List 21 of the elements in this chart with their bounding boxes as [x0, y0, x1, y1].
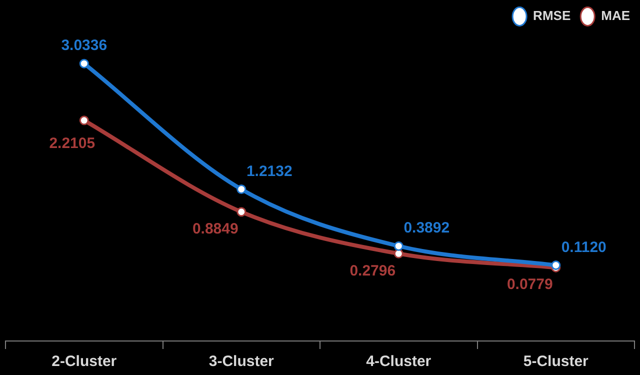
data-label: 0.3892: [404, 220, 450, 237]
data-label: 1.2132: [246, 162, 292, 180]
point: [394, 241, 404, 251]
point: [551, 260, 561, 270]
data-label: 0.2796: [350, 262, 396, 280]
x-tick-label: 5-Cluster: [523, 353, 589, 370]
point: [236, 207, 246, 217]
point: [79, 116, 89, 126]
x-tick-label: 4-Cluster: [366, 353, 432, 370]
point: [394, 248, 404, 258]
legend-label: RMSE: [533, 8, 571, 24]
point: [79, 58, 89, 68]
legend-label: MAE: [601, 8, 630, 24]
data-label: 3.0336: [61, 37, 108, 54]
data-label: 0.8849: [192, 220, 238, 238]
data-label: 0.0779: [506, 276, 553, 294]
data-label: 2.2105: [49, 135, 96, 152]
x-tick-label: 2-Cluster: [52, 353, 117, 370]
data-label: 0.1120: [561, 238, 606, 256]
point: [236, 184, 246, 194]
x-tick-label: 3-Cluster: [208, 353, 274, 370]
